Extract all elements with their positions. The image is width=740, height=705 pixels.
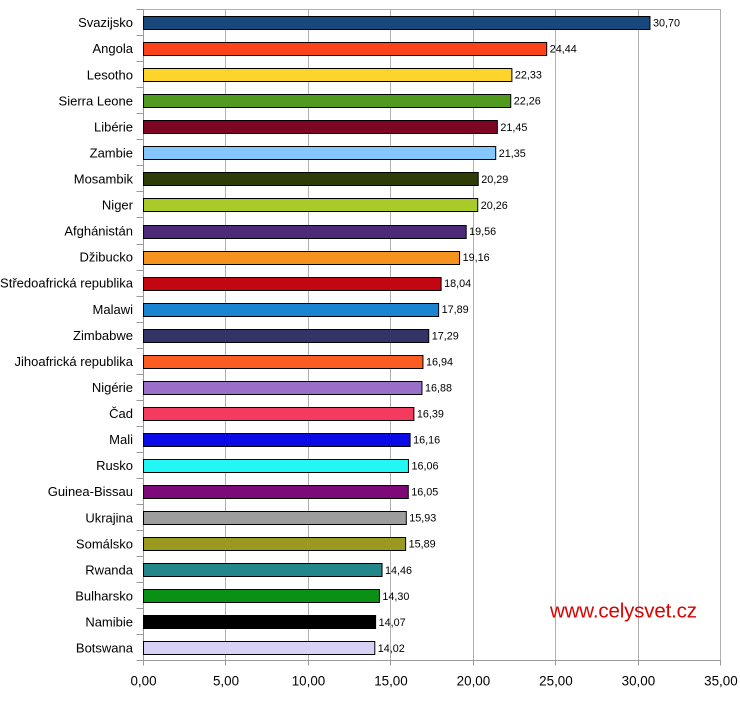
svg-text:Libérie: Libérie (94, 119, 133, 134)
svg-text:www.celysvet.cz: www.celysvet.cz (549, 600, 697, 623)
svg-text:Afghánistán: Afghánistán (64, 224, 133, 239)
svg-text:21,45: 21,45 (500, 122, 527, 134)
svg-text:Angola: Angola (93, 41, 134, 56)
svg-text:Rwanda: Rwanda (85, 562, 133, 577)
svg-text:30,70: 30,70 (653, 18, 680, 30)
svg-text:16,88: 16,88 (425, 382, 452, 394)
svg-text:5,00: 5,00 (213, 673, 239, 688)
svg-text:Mosambik: Mosambik (74, 171, 134, 186)
svg-text:Botswana: Botswana (76, 641, 134, 656)
svg-text:20,29: 20,29 (481, 174, 508, 186)
svg-text:19,56: 19,56 (469, 226, 496, 238)
svg-text:Džibucko: Džibucko (80, 250, 133, 265)
svg-text:Rusko: Rusko (96, 458, 133, 473)
svg-text:35,00: 35,00 (704, 673, 738, 688)
svg-text:15,89: 15,89 (409, 539, 436, 551)
svg-text:15,00: 15,00 (374, 673, 408, 688)
svg-text:Bulharsko: Bulharsko (75, 588, 133, 603)
svg-text:Namibie: Namibie (85, 615, 133, 630)
svg-text:14,46: 14,46 (385, 565, 412, 577)
svg-text:25,00: 25,00 (539, 673, 573, 688)
svg-text:16,39: 16,39 (417, 408, 444, 420)
svg-text:24,44: 24,44 (550, 44, 577, 56)
svg-text:Středoafrická republika: Středoafrická republika (0, 276, 134, 291)
svg-text:20,26: 20,26 (481, 200, 508, 212)
svg-text:14,02: 14,02 (378, 643, 405, 655)
svg-text:16,94: 16,94 (426, 356, 453, 368)
svg-text:Somálsko: Somálsko (76, 536, 133, 551)
svg-text:Nigérie: Nigérie (92, 380, 133, 395)
svg-text:19,16: 19,16 (463, 252, 490, 264)
svg-text:Lesotho: Lesotho (87, 67, 133, 82)
svg-text:15,93: 15,93 (409, 513, 436, 525)
svg-text:Malawi: Malawi (93, 302, 134, 317)
svg-text:16,06: 16,06 (411, 461, 438, 473)
svg-text:Niger: Niger (102, 198, 134, 213)
svg-text:16,16: 16,16 (413, 434, 440, 446)
svg-text:0,00: 0,00 (130, 673, 156, 688)
svg-text:Zimbabwe: Zimbabwe (73, 328, 133, 343)
svg-text:Jihoafrická republika: Jihoafrická republika (14, 354, 133, 369)
svg-text:17,89: 17,89 (442, 304, 469, 316)
svg-text:20,00: 20,00 (457, 673, 491, 688)
svg-text:Zambie: Zambie (90, 145, 133, 160)
svg-text:10,00: 10,00 (292, 673, 326, 688)
svg-text:Čad: Čad (109, 406, 133, 421)
svg-text:Sierra Leone: Sierra Leone (59, 93, 133, 108)
svg-text:30,00: 30,00 (622, 673, 656, 688)
svg-text:Svazijsko: Svazijsko (78, 15, 133, 30)
svg-text:14,07: 14,07 (379, 617, 406, 629)
svg-text:Mali: Mali (109, 432, 133, 447)
svg-text:22,33: 22,33 (515, 70, 542, 82)
svg-text:Ukrajina: Ukrajina (85, 510, 133, 525)
svg-text:Guinea-Bissau: Guinea-Bissau (48, 484, 133, 499)
svg-text:17,29: 17,29 (432, 330, 459, 342)
svg-text:21,35: 21,35 (499, 148, 526, 160)
svg-text:14,30: 14,30 (382, 591, 409, 603)
svg-text:16,05: 16,05 (411, 487, 438, 499)
svg-text:18,04: 18,04 (444, 278, 471, 290)
svg-text:22,26: 22,26 (514, 96, 541, 108)
